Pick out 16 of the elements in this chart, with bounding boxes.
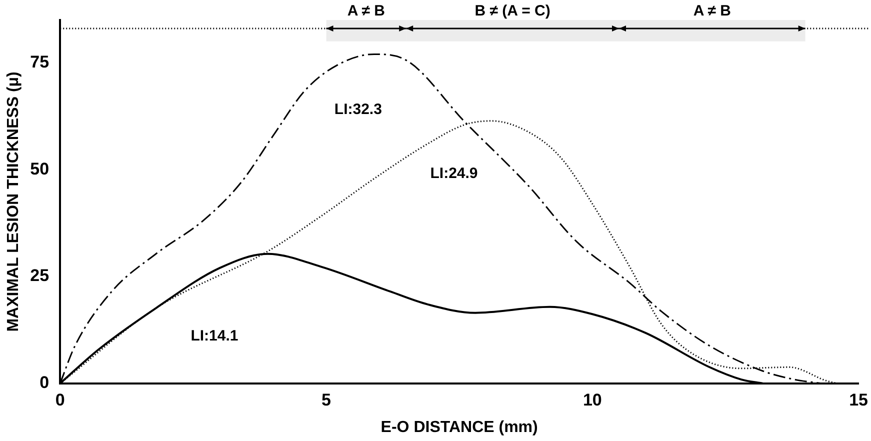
series-label: LI:24.9 bbox=[430, 165, 478, 182]
y-axis-title: MAXIMAL LESION THICKNESS (μ) bbox=[5, 72, 22, 332]
x-tick-label: 15 bbox=[849, 390, 868, 410]
y-tick-label: 50 bbox=[30, 159, 50, 178]
y-tick-label: 25 bbox=[30, 266, 50, 286]
band-label: A ≠ B bbox=[693, 2, 732, 20]
x-tick-label: 10 bbox=[582, 390, 602, 410]
series-label: LI:32.3 bbox=[334, 100, 382, 118]
y-tick-label: 0 bbox=[40, 373, 50, 392]
x-tick-label: 5 bbox=[322, 390, 331, 410]
x-axis-title: E-O DISTANCE (mm) bbox=[380, 418, 538, 436]
band-label: B ≠ (A = C) bbox=[474, 2, 550, 20]
y-tick-label: 75 bbox=[30, 52, 50, 72]
band-label: A ≠ B bbox=[347, 2, 386, 20]
text: LI:14.1 bbox=[190, 328, 238, 345]
x-tick-label: 0 bbox=[55, 390, 65, 410]
